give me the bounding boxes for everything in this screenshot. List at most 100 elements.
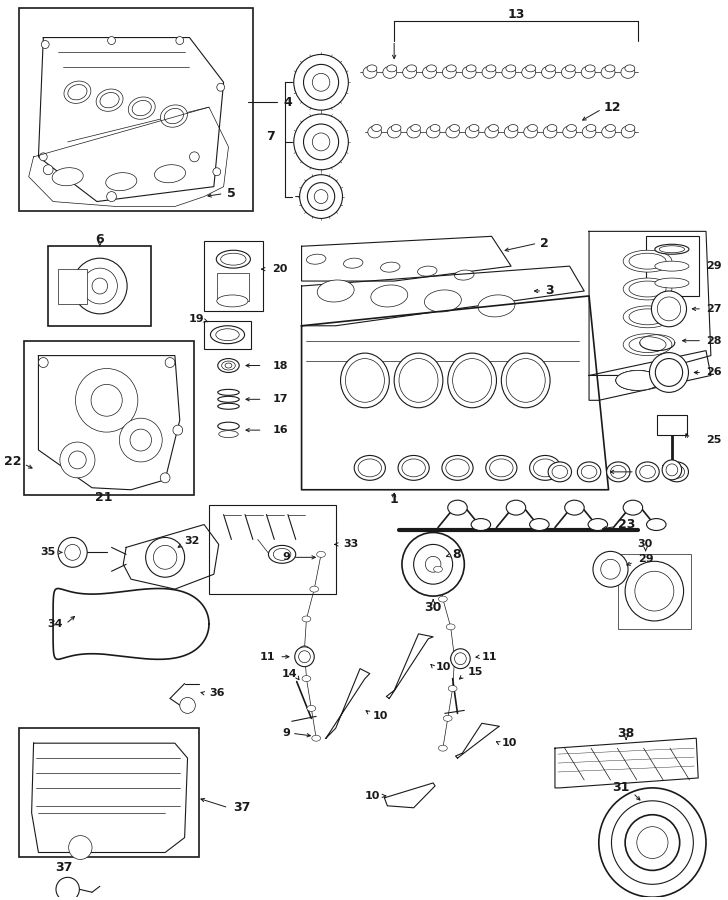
Text: 7: 7 bbox=[266, 130, 275, 143]
Bar bbox=[618, 554, 692, 629]
Ellipse shape bbox=[446, 624, 455, 630]
Ellipse shape bbox=[218, 396, 240, 402]
Ellipse shape bbox=[438, 745, 447, 751]
Ellipse shape bbox=[424, 290, 462, 312]
Ellipse shape bbox=[210, 326, 245, 344]
Text: 17: 17 bbox=[272, 394, 288, 404]
Ellipse shape bbox=[629, 281, 666, 297]
Text: 36: 36 bbox=[209, 688, 224, 698]
Text: 25: 25 bbox=[706, 435, 721, 446]
Ellipse shape bbox=[581, 465, 597, 478]
Text: 18: 18 bbox=[272, 361, 288, 371]
Ellipse shape bbox=[665, 462, 689, 482]
Ellipse shape bbox=[621, 126, 635, 138]
Ellipse shape bbox=[611, 465, 626, 478]
Ellipse shape bbox=[543, 126, 557, 138]
Ellipse shape bbox=[407, 65, 416, 72]
Ellipse shape bbox=[542, 67, 555, 78]
Circle shape bbox=[649, 353, 689, 392]
Text: 10: 10 bbox=[365, 791, 381, 801]
Ellipse shape bbox=[363, 67, 377, 78]
Ellipse shape bbox=[545, 65, 555, 72]
Polygon shape bbox=[589, 351, 711, 400]
Ellipse shape bbox=[466, 65, 476, 72]
Circle shape bbox=[601, 559, 620, 580]
Bar bbox=[58, 269, 87, 304]
Ellipse shape bbox=[345, 358, 384, 402]
Ellipse shape bbox=[448, 686, 457, 691]
Polygon shape bbox=[31, 743, 188, 852]
Text: 21: 21 bbox=[95, 491, 113, 504]
Ellipse shape bbox=[621, 67, 635, 78]
Text: 22: 22 bbox=[4, 455, 22, 468]
Ellipse shape bbox=[372, 124, 381, 131]
Circle shape bbox=[68, 835, 92, 860]
Ellipse shape bbox=[154, 165, 186, 183]
Text: 10: 10 bbox=[436, 662, 451, 671]
Ellipse shape bbox=[418, 266, 437, 276]
Ellipse shape bbox=[434, 566, 443, 572]
Ellipse shape bbox=[383, 67, 397, 78]
Ellipse shape bbox=[552, 465, 568, 478]
Ellipse shape bbox=[387, 126, 401, 138]
Circle shape bbox=[625, 814, 680, 870]
Circle shape bbox=[154, 545, 177, 570]
Ellipse shape bbox=[586, 124, 596, 131]
Circle shape bbox=[217, 84, 224, 91]
Ellipse shape bbox=[225, 363, 232, 368]
Ellipse shape bbox=[623, 500, 643, 515]
Ellipse shape bbox=[601, 67, 615, 78]
Ellipse shape bbox=[623, 278, 672, 300]
Text: 9: 9 bbox=[282, 728, 290, 738]
Circle shape bbox=[593, 552, 628, 587]
Text: 37: 37 bbox=[234, 801, 250, 814]
Text: 6: 6 bbox=[95, 233, 104, 246]
Circle shape bbox=[312, 133, 330, 151]
Ellipse shape bbox=[132, 101, 151, 116]
Ellipse shape bbox=[341, 353, 389, 408]
Circle shape bbox=[454, 652, 466, 665]
Bar bbox=[19, 8, 253, 211]
Bar bbox=[48, 247, 151, 326]
Ellipse shape bbox=[422, 67, 436, 78]
Circle shape bbox=[180, 698, 195, 714]
Ellipse shape bbox=[629, 309, 666, 325]
Ellipse shape bbox=[616, 371, 660, 391]
Polygon shape bbox=[39, 356, 180, 490]
Ellipse shape bbox=[300, 646, 309, 652]
Text: 2: 2 bbox=[540, 237, 549, 250]
Ellipse shape bbox=[453, 358, 491, 402]
Ellipse shape bbox=[640, 465, 655, 478]
Circle shape bbox=[655, 358, 683, 386]
Ellipse shape bbox=[548, 462, 571, 482]
Text: 26: 26 bbox=[706, 367, 721, 377]
Bar bbox=[217, 273, 249, 301]
Polygon shape bbox=[456, 724, 499, 758]
Bar bbox=[646, 237, 699, 296]
Text: 29: 29 bbox=[638, 554, 654, 564]
Ellipse shape bbox=[528, 124, 537, 131]
Polygon shape bbox=[301, 266, 584, 326]
Text: 10: 10 bbox=[373, 711, 388, 721]
Circle shape bbox=[189, 152, 199, 162]
Ellipse shape bbox=[581, 67, 595, 78]
Ellipse shape bbox=[669, 465, 684, 478]
Circle shape bbox=[300, 175, 342, 219]
Text: 31: 31 bbox=[613, 781, 630, 795]
Circle shape bbox=[146, 537, 185, 577]
Bar bbox=[204, 320, 251, 348]
Text: 1: 1 bbox=[389, 493, 398, 506]
Ellipse shape bbox=[561, 67, 575, 78]
Ellipse shape bbox=[216, 250, 250, 268]
Text: 11: 11 bbox=[482, 652, 497, 662]
Ellipse shape bbox=[655, 244, 689, 254]
Text: 3: 3 bbox=[545, 284, 554, 298]
Bar bbox=[24, 341, 194, 495]
Ellipse shape bbox=[508, 124, 518, 131]
Ellipse shape bbox=[403, 67, 416, 78]
Circle shape bbox=[160, 472, 170, 482]
Ellipse shape bbox=[448, 353, 496, 408]
Text: 10: 10 bbox=[502, 738, 517, 748]
Ellipse shape bbox=[522, 67, 536, 78]
Ellipse shape bbox=[565, 500, 584, 515]
